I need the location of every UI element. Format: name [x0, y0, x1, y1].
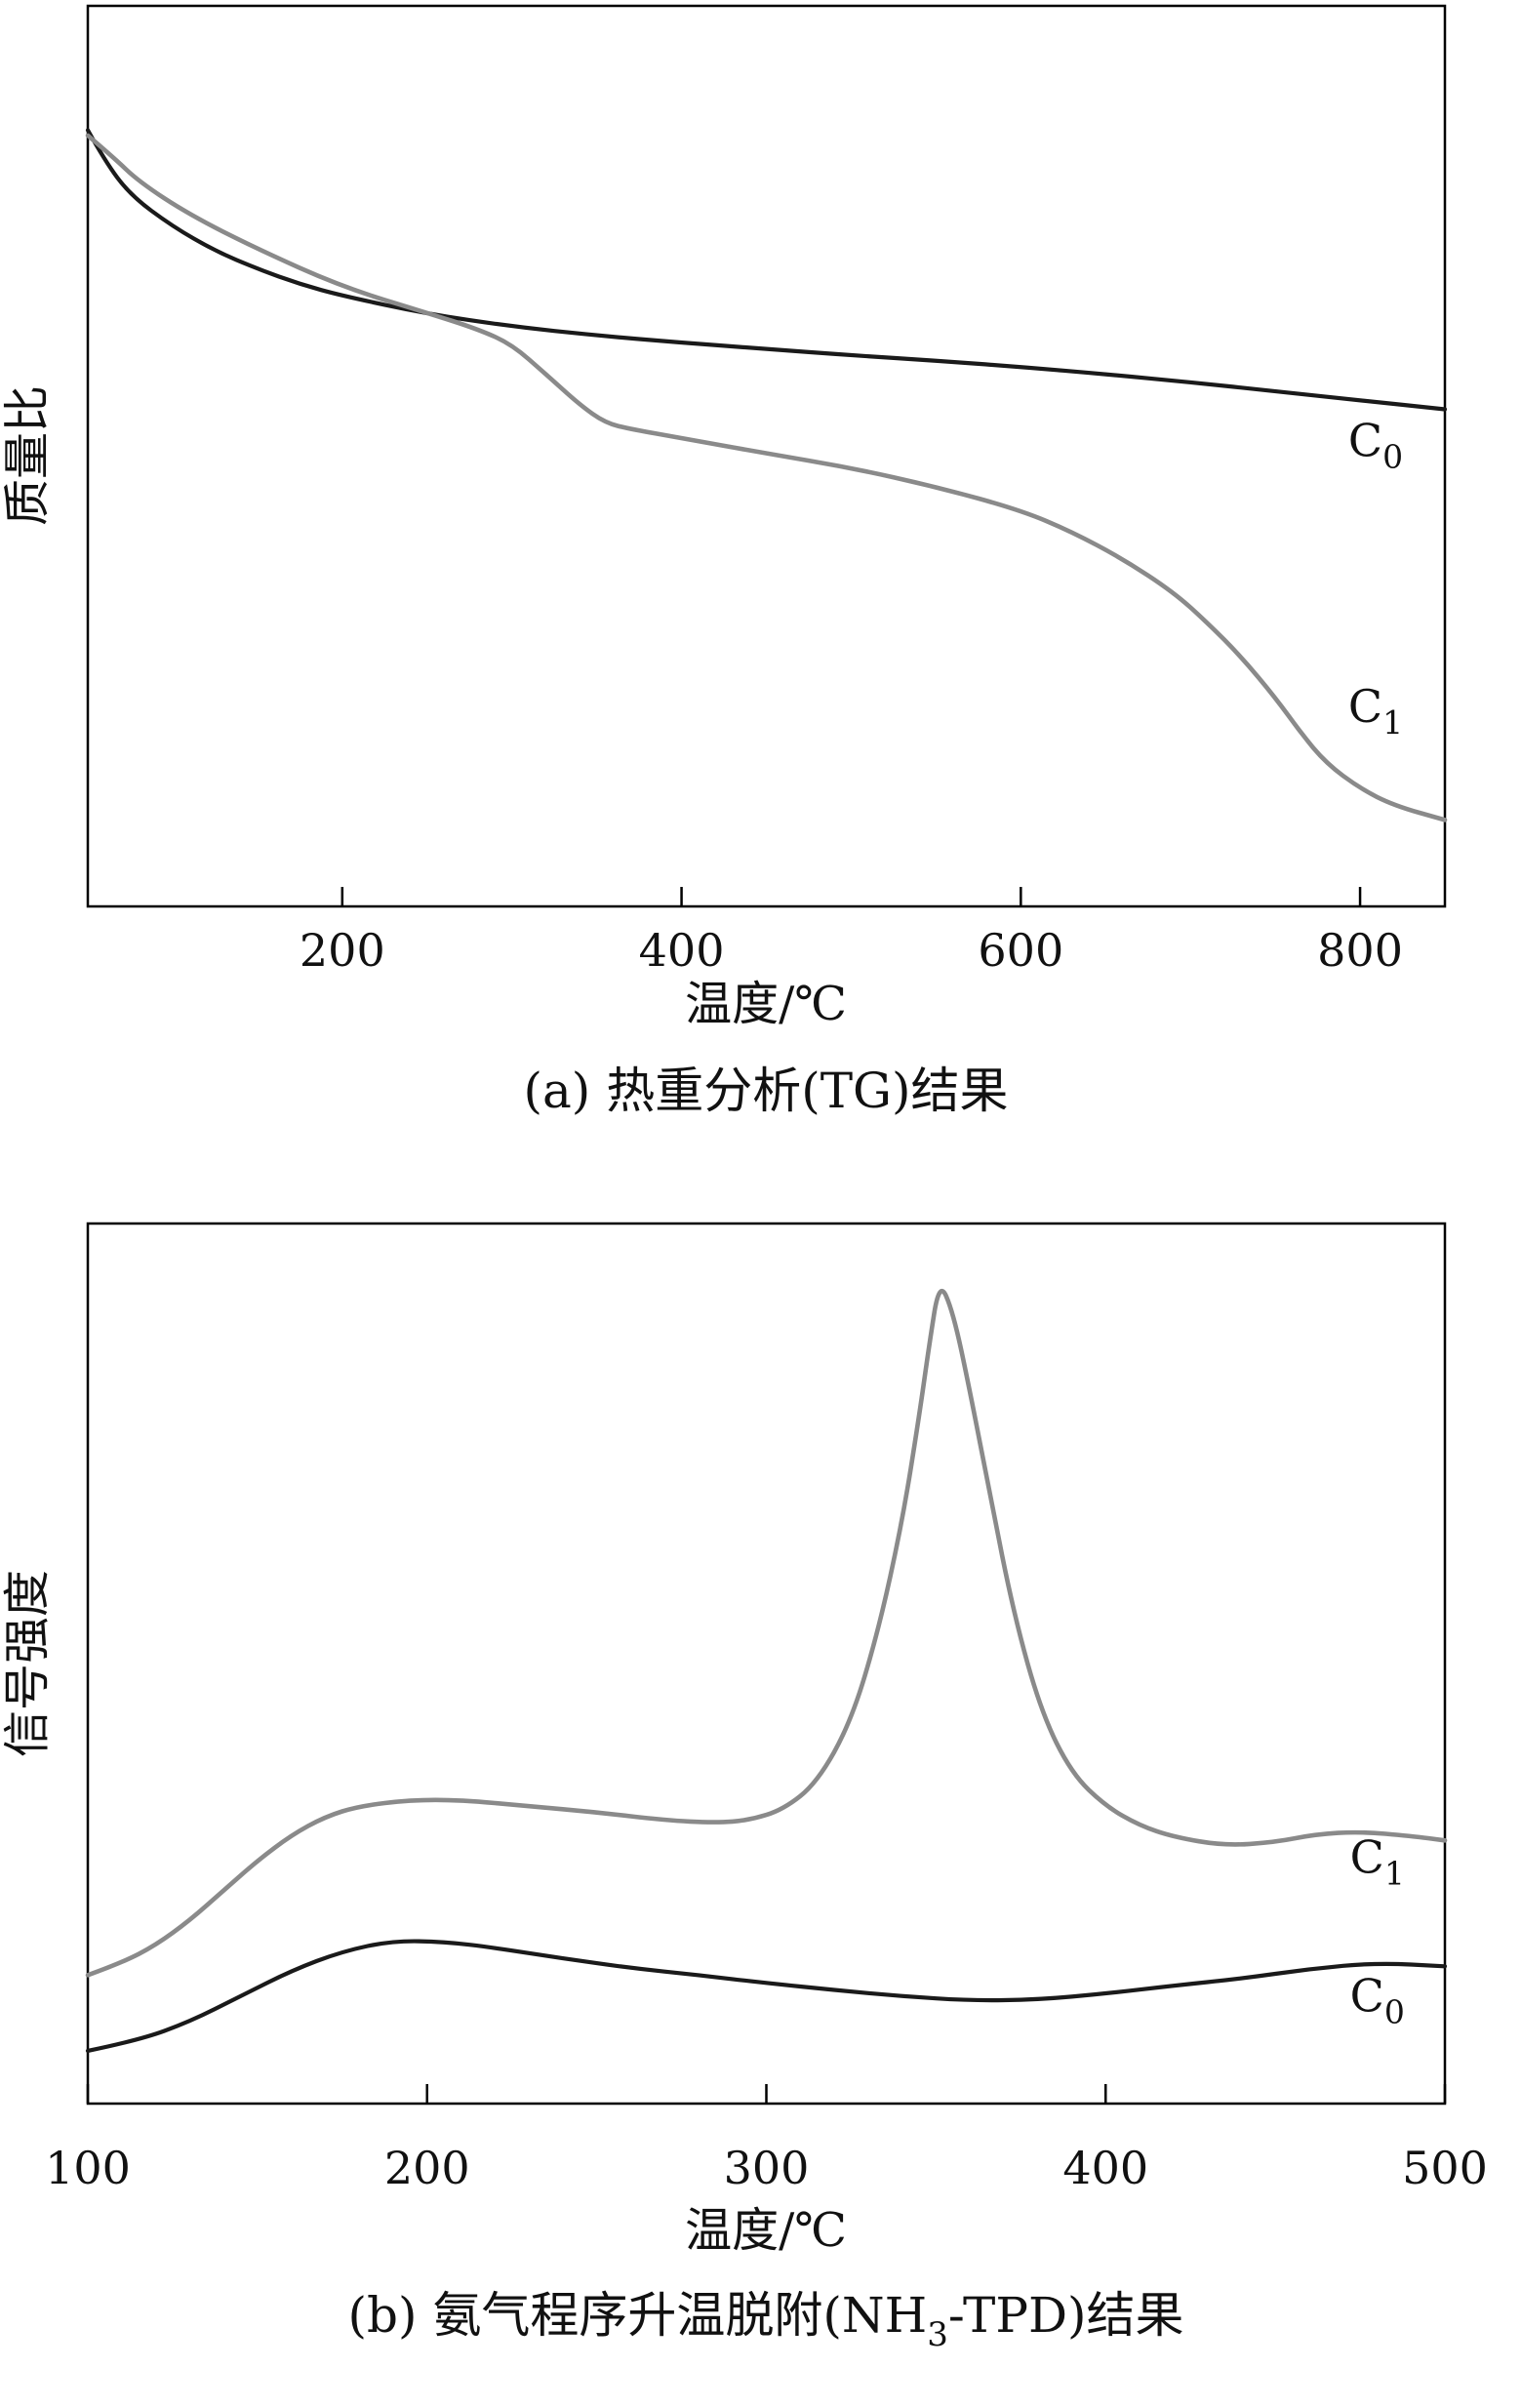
- series-label-main: C: [1348, 415, 1382, 467]
- x-tick-label: 300: [724, 2142, 810, 2194]
- series-label-sub: 0: [1384, 1992, 1405, 2030]
- x-tick-label: 400: [639, 924, 725, 977]
- caption-b-pre: (b) 氨气程序升温脱附(NH: [347, 2287, 927, 2344]
- x-ticks: 100 200 300 400 500: [45, 2084, 1488, 2194]
- chart-a-tg: 质量比 200 400 600 800 C0 C1 温度/℃ (a) 热重分析(TG)结…: [0, 0, 1521, 1151]
- caption-b: (b) 氨气程序升温脱附(NH3-TPD)结果: [347, 2287, 1183, 2354]
- series-label-sub: 0: [1382, 438, 1403, 476]
- series-label-main: C: [1348, 680, 1382, 733]
- y-axis-label: 质量比: [0, 385, 55, 526]
- series-line-C0: [85, 1939, 1448, 2053]
- series-label-main: C: [1350, 1831, 1384, 1884]
- plot-border: [86, 4, 1447, 908]
- x-tick-label: 200: [384, 2142, 470, 2194]
- series-line-C1: [85, 133, 1448, 823]
- series-label-C1: C1: [1348, 680, 1403, 742]
- x-ticks: 200 400 600 800: [300, 887, 1403, 977]
- series-lines: [85, 1289, 1448, 2053]
- series-label-C0: C0: [1350, 1969, 1405, 2030]
- x-axis-label: 温度/℃: [685, 2203, 847, 2258]
- series-label-sub: 1: [1382, 703, 1403, 742]
- series-label-sub: 1: [1384, 1855, 1405, 1893]
- series-label-main: C: [1350, 1969, 1384, 2022]
- x-axis-label: 温度/℃: [685, 977, 847, 1031]
- x-tick-label: 200: [300, 924, 385, 977]
- x-tick-label: 600: [978, 924, 1063, 977]
- x-tick-label: 800: [1317, 924, 1403, 977]
- series-line-C1: [85, 1289, 1448, 1978]
- caption-b-post: -TPD)结果: [948, 2287, 1184, 2344]
- series-label-C0: C0: [1348, 415, 1403, 476]
- caption-a-pre: (a) 热重分析(TG)结果: [523, 1063, 1008, 1119]
- series-lines: [85, 128, 1448, 823]
- caption-b-sub: 3: [927, 2315, 948, 2354]
- caption-a: (a) 热重分析(TG)结果: [523, 1063, 1008, 1119]
- y-axis-label: 信号强度: [0, 1570, 55, 1757]
- x-tick-label: 100: [45, 2142, 131, 2194]
- chart-b-nh3-tpd: 信号强度 100 200 300 400 500 C1 C0 温度/℃ (b) 氨气程序升…: [0, 1151, 1521, 2408]
- x-tick-label: 500: [1402, 2142, 1488, 2194]
- series-line-C0: [85, 128, 1448, 412]
- x-tick-label: 400: [1062, 2142, 1148, 2194]
- series-label-C1: C1: [1350, 1831, 1405, 1893]
